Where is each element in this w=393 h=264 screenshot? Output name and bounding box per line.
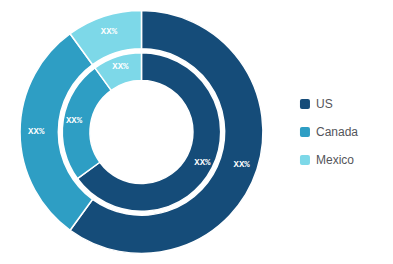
- svg-text:US: US: [316, 97, 333, 111]
- svg-text:XX%: XX%: [194, 158, 211, 168]
- svg-text:XX%: XX%: [66, 116, 83, 126]
- svg-text:Mexico: Mexico: [316, 153, 354, 167]
- svg-text:XX%: XX%: [234, 160, 251, 170]
- svg-text:Canada: Canada: [316, 125, 358, 139]
- svg-text:XX%: XX%: [101, 27, 118, 37]
- svg-text:XX%: XX%: [28, 127, 45, 137]
- svg-text:XX%: XX%: [112, 62, 129, 72]
